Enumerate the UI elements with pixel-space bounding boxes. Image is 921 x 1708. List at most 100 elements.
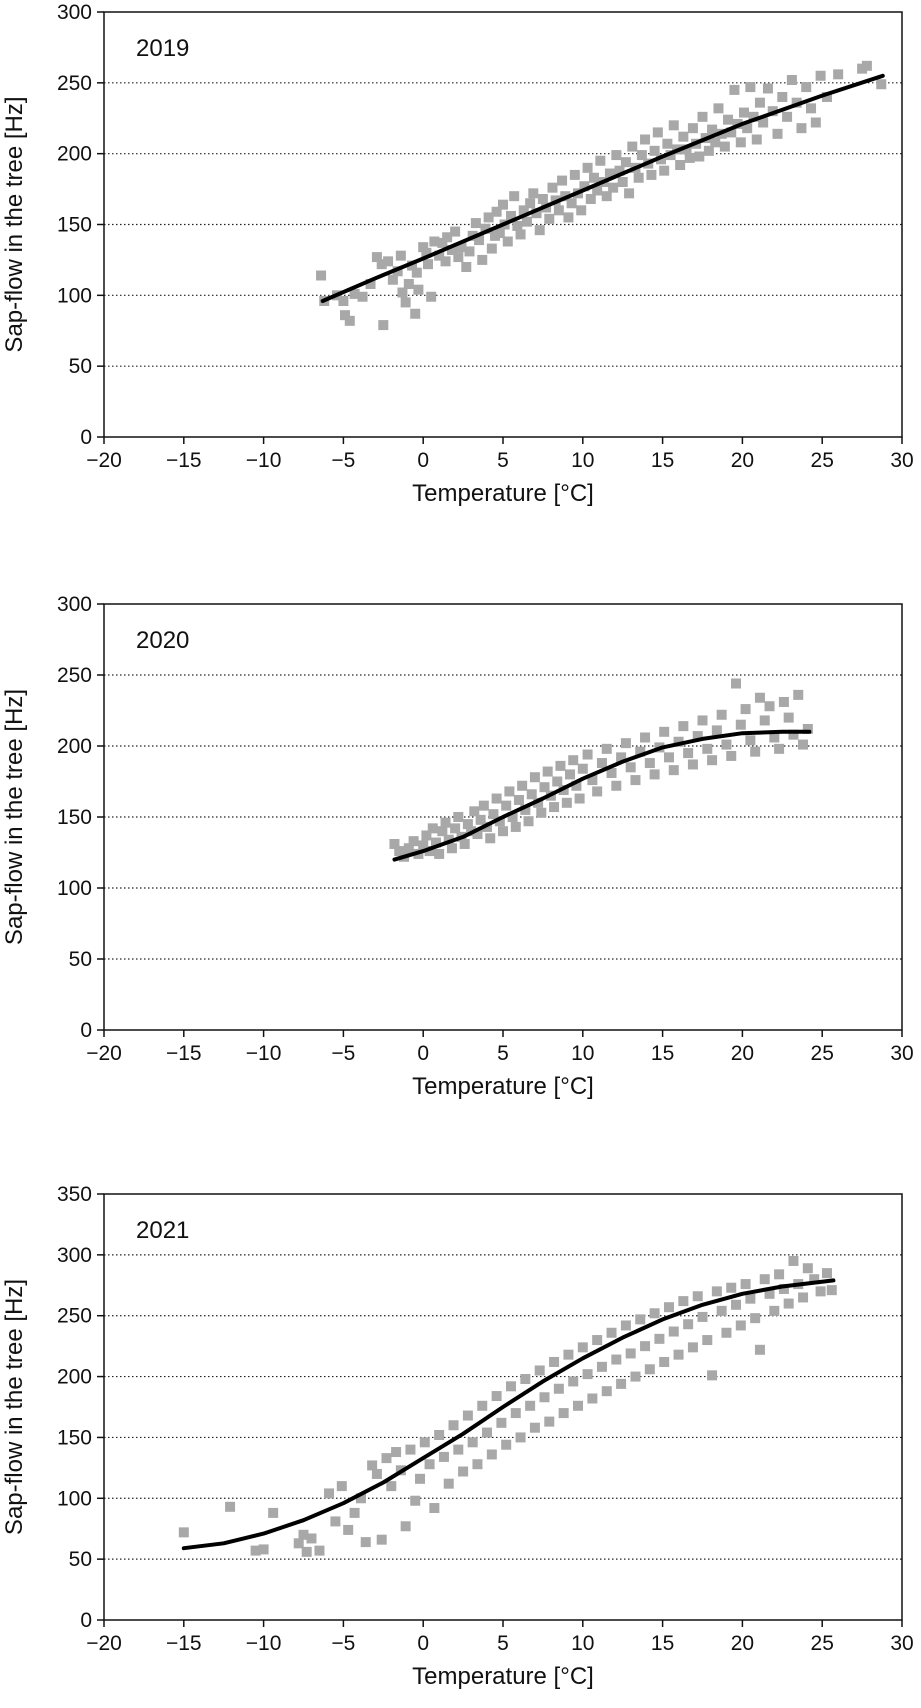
data-point bbox=[731, 678, 742, 689]
x-tick-label: −5 bbox=[331, 449, 355, 472]
data-point bbox=[611, 780, 622, 791]
data-point bbox=[806, 103, 817, 114]
data-point bbox=[588, 172, 599, 183]
data-point bbox=[592, 185, 603, 196]
data-point bbox=[434, 848, 445, 859]
x-tick-label: −15 bbox=[166, 1632, 202, 1655]
data-point bbox=[491, 206, 502, 217]
data-point bbox=[178, 1527, 189, 1538]
y-tick-label: 50 bbox=[69, 355, 92, 378]
data-point bbox=[534, 1365, 545, 1376]
data-point bbox=[250, 1545, 261, 1556]
data-point bbox=[407, 260, 418, 271]
data-point bbox=[571, 780, 582, 791]
data-point bbox=[477, 254, 488, 265]
data-point bbox=[389, 838, 400, 849]
data-point bbox=[716, 1305, 727, 1316]
data-point bbox=[721, 1327, 732, 1338]
data-point bbox=[778, 1283, 789, 1294]
data-point bbox=[611, 150, 622, 161]
data-point bbox=[521, 216, 532, 227]
data-point bbox=[517, 780, 528, 791]
data-point bbox=[448, 1420, 459, 1431]
data-point bbox=[711, 1286, 722, 1297]
data-point bbox=[659, 165, 670, 176]
data-point bbox=[772, 128, 783, 139]
data-point bbox=[531, 208, 542, 219]
data-point bbox=[529, 1422, 540, 1433]
data-point bbox=[338, 296, 349, 306]
data-point bbox=[582, 1369, 593, 1380]
data-point bbox=[268, 1507, 279, 1518]
data-point bbox=[640, 134, 651, 145]
data-point bbox=[458, 1466, 469, 1477]
data-point bbox=[475, 814, 486, 825]
data-point bbox=[549, 1356, 560, 1367]
data-point bbox=[453, 1444, 464, 1455]
data-point bbox=[421, 247, 432, 258]
data-point bbox=[861, 60, 872, 71]
data-point bbox=[568, 1376, 579, 1387]
data-point bbox=[759, 715, 770, 726]
data-point bbox=[442, 232, 453, 243]
data-point bbox=[697, 1311, 708, 1322]
data-point bbox=[525, 198, 536, 209]
data-point bbox=[371, 252, 382, 263]
data-point bbox=[496, 1417, 507, 1428]
data-point bbox=[764, 701, 775, 712]
y-tick-label: 150 bbox=[57, 1426, 92, 1449]
data-point bbox=[298, 1529, 309, 1540]
data-point bbox=[759, 1274, 770, 1285]
data-point bbox=[563, 212, 574, 223]
data-point bbox=[456, 242, 467, 253]
x-tick-label: 20 bbox=[731, 1042, 754, 1065]
data-point bbox=[400, 297, 411, 308]
x-axis-title: Temperature [°C] bbox=[412, 1663, 594, 1690]
data-point bbox=[604, 168, 615, 179]
x-tick-label: −10 bbox=[246, 1632, 282, 1655]
data-point bbox=[520, 1374, 531, 1385]
data-point bbox=[742, 123, 753, 134]
data-point bbox=[646, 169, 657, 180]
data-point bbox=[411, 267, 422, 278]
data-point bbox=[566, 198, 577, 209]
data-point bbox=[443, 1478, 454, 1489]
data-point bbox=[788, 729, 799, 740]
data-point bbox=[640, 732, 651, 743]
data-point bbox=[668, 1326, 679, 1337]
data-point bbox=[635, 746, 646, 757]
y-tick-label: 250 bbox=[57, 1305, 92, 1328]
data-point bbox=[410, 308, 421, 319]
data-point bbox=[505, 1381, 516, 1392]
data-point bbox=[498, 199, 508, 210]
data-point bbox=[745, 735, 756, 746]
data-point bbox=[558, 1408, 569, 1419]
data-point bbox=[778, 696, 789, 707]
x-tick-label: −20 bbox=[86, 1632, 122, 1655]
data-point bbox=[783, 1298, 794, 1309]
data-point bbox=[649, 769, 660, 780]
data-point bbox=[395, 250, 406, 261]
y-tick-label: 50 bbox=[69, 948, 92, 971]
data-point bbox=[735, 137, 746, 148]
data-point bbox=[485, 833, 496, 844]
data-point bbox=[821, 92, 832, 102]
data-point bbox=[754, 1344, 765, 1355]
fit-line bbox=[392, 729, 812, 862]
data-point bbox=[453, 252, 464, 263]
data-point bbox=[386, 1481, 397, 1492]
data-point bbox=[355, 1493, 366, 1504]
data-point bbox=[582, 162, 593, 173]
data-point bbox=[555, 760, 566, 771]
data-point bbox=[627, 141, 638, 152]
x-tick-label: −20 bbox=[86, 1042, 122, 1065]
x-tick-label: 0 bbox=[417, 449, 429, 472]
y-tick-label: 0 bbox=[80, 1019, 92, 1042]
panel-year-label: 2021 bbox=[136, 1217, 189, 1244]
y-tick-label: 300 bbox=[57, 1244, 92, 1267]
data-point bbox=[624, 188, 635, 199]
data-point bbox=[494, 228, 505, 238]
data-point bbox=[293, 1538, 304, 1549]
data-point bbox=[258, 1544, 269, 1555]
